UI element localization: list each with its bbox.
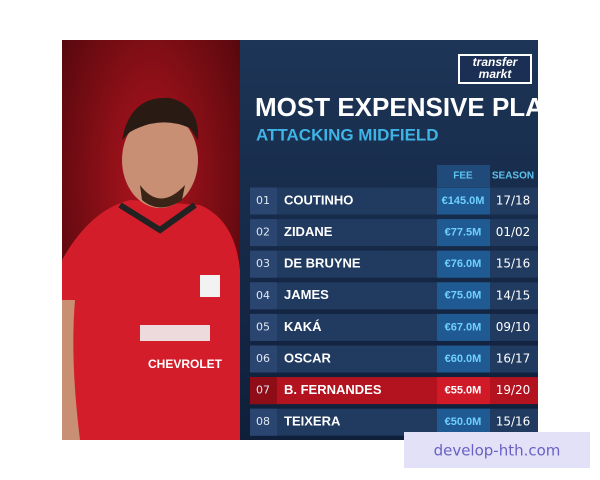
logo-inner	[460, 56, 530, 82]
player-name: JAMES	[284, 287, 329, 302]
rank-cell	[250, 313, 277, 341]
fee-cell	[437, 219, 490, 247]
fee-header: FEE	[453, 171, 473, 182]
season: 19/20	[496, 383, 531, 397]
rank: 07	[256, 384, 270, 397]
brand-line2: markt	[479, 67, 513, 81]
fee: €76.0M	[445, 258, 482, 270]
rank-cell	[250, 187, 277, 215]
rank-cell	[250, 345, 277, 373]
fee-cell	[437, 345, 490, 373]
rank: 02	[256, 226, 270, 239]
fee: €77.5M	[445, 227, 482, 239]
fee-cell	[437, 187, 490, 215]
season: 01/02	[496, 225, 531, 239]
player-photo: CHEVROLET	[62, 97, 240, 440]
fee-cell	[437, 313, 490, 341]
player-name: ZIDANE	[284, 224, 333, 239]
rank: 06	[256, 352, 270, 365]
rank: 01	[256, 194, 270, 207]
player-name: COUTINHO	[284, 192, 353, 207]
rank-cell	[250, 219, 277, 247]
player-name: DE BRUYNE	[284, 256, 361, 271]
season: 09/10	[496, 320, 531, 334]
title: MOST EXPENSIVE PLAYERS	[255, 92, 600, 122]
season: 15/16	[496, 415, 531, 429]
rank: 03	[256, 257, 270, 270]
rank-cell	[250, 408, 277, 436]
player-name: B. FERNANDES	[284, 382, 382, 397]
brand-line1: transfer	[473, 55, 519, 69]
fee-header-cell	[437, 165, 490, 187]
fee-cell	[437, 282, 490, 310]
season: 17/18	[496, 194, 531, 208]
rank: 04	[256, 289, 270, 302]
player-name: OSCAR	[284, 350, 332, 365]
shirt-sponsor: CHEVROLET	[148, 357, 223, 371]
watermark-box	[404, 432, 590, 468]
player-name: TEIXERA	[284, 414, 341, 429]
fee: €60.0M	[445, 353, 482, 365]
fee: €67.0M	[445, 321, 482, 333]
player-name: KAKÁ	[284, 319, 322, 334]
rank: 05	[256, 320, 270, 333]
watermark: develop-hth.com	[434, 442, 561, 460]
fee: €145.0M	[442, 195, 485, 207]
fee-cell	[437, 377, 490, 405]
season: 16/17	[496, 352, 531, 366]
brand-logo: transfer markt	[458, 54, 532, 84]
season: 15/16	[496, 257, 531, 271]
rank-cell	[250, 377, 277, 405]
season: 14/15	[496, 288, 531, 302]
fee: €55.0M	[445, 385, 482, 397]
fee: €75.0M	[445, 290, 482, 302]
season-header: SEASON	[492, 171, 534, 182]
rank: 08	[256, 415, 270, 428]
fee-cell	[437, 250, 490, 278]
subtitle: ATTACKING MIDFIELD	[256, 125, 439, 144]
fee-cell	[437, 408, 490, 436]
fee: €50.0M	[445, 416, 482, 428]
rank-cell	[250, 282, 277, 310]
rank-cell	[250, 250, 277, 278]
